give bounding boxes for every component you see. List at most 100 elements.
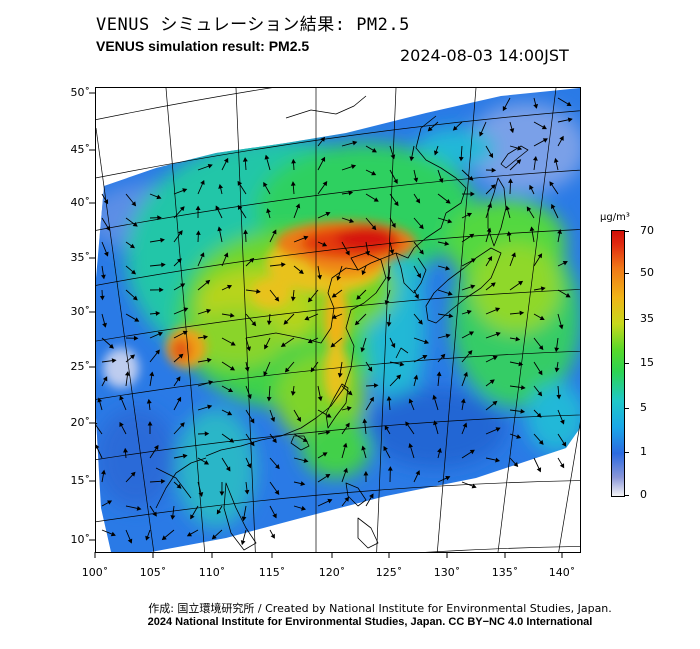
wind-arrow-head <box>123 447 129 453</box>
wind-arrow-head <box>159 287 164 293</box>
wind-arrow-head <box>344 496 350 502</box>
wind-arrow-head <box>199 252 205 258</box>
wind-arrow-head <box>529 226 535 232</box>
wind-arrow-head <box>516 434 522 439</box>
wind-arrow-head <box>302 437 308 442</box>
wind-arrow-head <box>415 198 421 204</box>
wind-arrow-head <box>384 300 390 306</box>
wind-arrow-head <box>515 336 521 342</box>
wind-arrow-head <box>560 419 565 425</box>
wind-arrow-head <box>160 237 165 243</box>
wind-arrow-head <box>223 252 229 258</box>
wind-arrow-head <box>203 460 210 465</box>
wind-arrow-head <box>393 178 398 184</box>
wind-arrow-head <box>157 215 162 221</box>
wind-arrow-head <box>327 498 333 504</box>
wind-arrow-head <box>509 128 515 134</box>
wind-arrow-head <box>460 398 466 404</box>
wind-arrow-head <box>247 394 252 400</box>
wind-arrow-head <box>413 177 419 183</box>
lon-label-115: 115˚ <box>258 566 286 579</box>
wind-arrow-head <box>445 199 451 204</box>
wind-arrow-head <box>246 346 251 352</box>
wind-arrow-head <box>390 342 396 349</box>
wind-arrow-head <box>179 206 185 212</box>
wind-arrow-head <box>559 463 565 469</box>
wind-arrow-head <box>445 265 451 271</box>
title-japanese: VENUS シミュレーション結果: PM2.5 <box>96 15 410 35</box>
wind-arrow-head <box>195 205 201 211</box>
wind-arrow-head <box>266 396 272 402</box>
wind-arrow-head <box>275 464 280 470</box>
wind-arrow-head <box>211 534 217 540</box>
wind-arrow-head <box>280 342 286 347</box>
wind-arrow-head <box>322 452 328 457</box>
wind-arrow-head <box>322 242 328 247</box>
wind-arrow-head <box>345 422 350 428</box>
wind-arrow-head <box>361 445 366 451</box>
wind-arrow-head <box>413 374 419 380</box>
wind-arrow-head <box>533 155 538 161</box>
wind-arrow-head <box>300 481 306 486</box>
wind-arrow-head <box>303 235 309 241</box>
wind-arrow-head <box>495 457 501 463</box>
graticule <box>96 88 580 552</box>
wind-arrow-head <box>433 150 439 156</box>
wind-arrow-head <box>325 211 331 217</box>
wind-arrow-head <box>284 367 290 373</box>
wind-arrow-head <box>100 274 106 280</box>
wind-arrow-head <box>557 229 562 234</box>
wind-arrow-head <box>342 442 348 448</box>
wind-arrow-head <box>182 453 188 459</box>
wind-arrow-head <box>179 422 185 428</box>
colorbar-tick <box>624 319 629 320</box>
wind-arrow-head <box>242 157 248 162</box>
colorbar-label-5: 5 <box>640 401 647 414</box>
colorbar-label-15: 15 <box>640 356 654 369</box>
wind-arrow-head <box>152 511 157 517</box>
lat-label-35: 35˚ <box>70 251 91 264</box>
wind-arrow-head <box>195 230 201 235</box>
wind-arrow-head <box>488 153 494 159</box>
wind-arrow-head <box>369 396 374 402</box>
wind-arrow-head <box>256 289 261 294</box>
wind-arrow-head <box>520 385 526 390</box>
wind-arrow-head <box>495 331 501 337</box>
wind-arrow-head <box>466 212 473 218</box>
colorbar-tick <box>624 452 629 453</box>
wind-arrow-head <box>566 101 572 107</box>
lon-label-130: 130˚ <box>433 566 461 579</box>
wind-arrow-head <box>130 471 136 477</box>
wind-arrow-head <box>487 255 493 262</box>
wind-arrow-head <box>419 249 424 255</box>
wind-arrow-head <box>539 315 545 321</box>
wind-arrow-head <box>272 438 277 444</box>
wind-arrow-head <box>351 164 357 170</box>
wind-arrow-head <box>317 274 322 280</box>
wind-arrow-head <box>452 125 458 131</box>
wind-arrow-head <box>508 178 513 183</box>
wind-arrow-head <box>296 416 301 422</box>
wind-arrow-head <box>264 154 270 160</box>
wind-arrow-head <box>399 361 405 367</box>
wind-arrow-head <box>175 376 181 382</box>
wind-arrow-head <box>149 371 155 377</box>
lat-label-50: 50˚ <box>70 86 91 99</box>
wind-arrow-head <box>124 371 130 376</box>
wind-arrow-head <box>246 463 252 469</box>
wind-arrow-head <box>432 394 438 400</box>
wind-arrow-head <box>160 478 166 484</box>
wind-arrow-head <box>458 156 464 162</box>
wind-arrow-head <box>556 394 562 400</box>
wind-arrow-head <box>343 467 348 473</box>
wind-arrow-head <box>354 320 360 326</box>
wind-arrow-head <box>356 294 362 300</box>
wind-arrow-head <box>290 296 296 302</box>
wind-arrow-head <box>495 427 501 432</box>
wind-arrow-head <box>266 320 272 326</box>
wind-arrow-head <box>110 531 116 537</box>
wind-arrow-head <box>331 314 337 319</box>
wind-arrow-head <box>409 156 415 162</box>
wind-arrow-head <box>229 438 235 443</box>
wind-arrow-head <box>182 188 188 193</box>
